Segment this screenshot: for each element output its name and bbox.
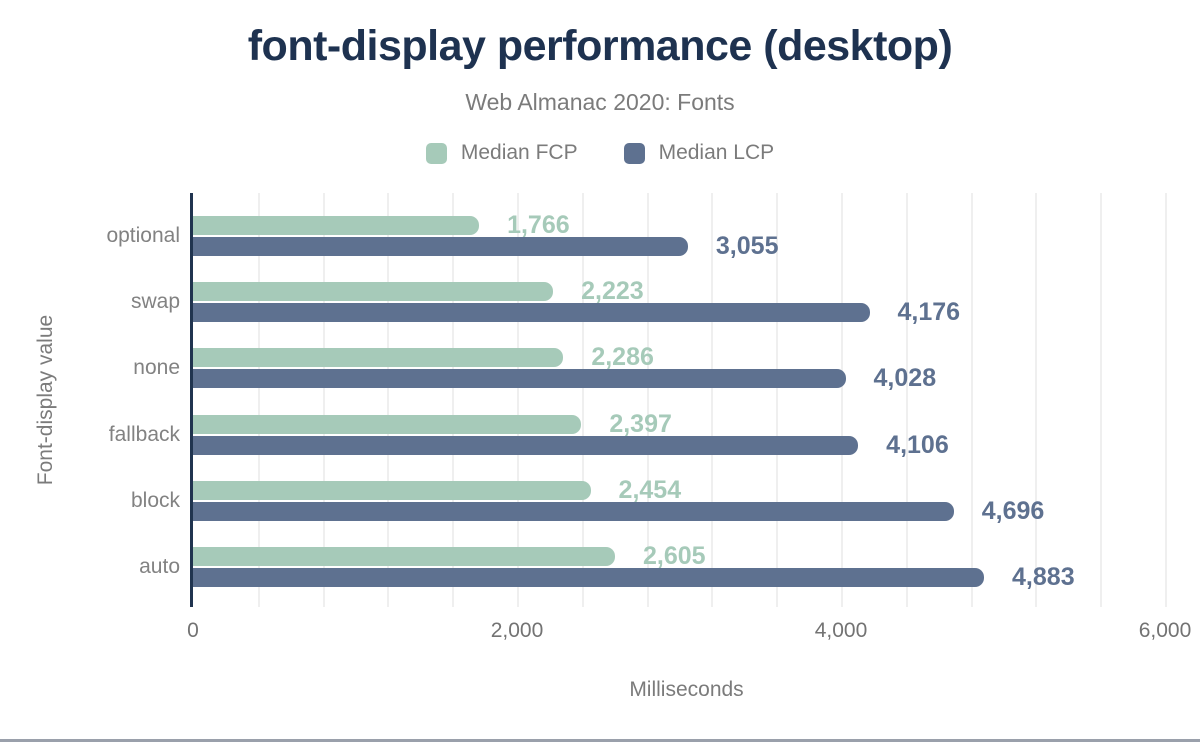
gridline <box>646 193 649 607</box>
x-tick-label: 2,000 <box>490 619 544 642</box>
x-tick-label: 0 <box>187 619 199 642</box>
gridline <box>517 193 519 607</box>
bottom-border-bar <box>0 739 1200 742</box>
lcp-bar-line: 4,106 <box>193 430 1180 459</box>
bar-row: fallback 2,397 4,106 <box>109 402 1180 468</box>
fcp-bar-line: 2,286 <box>193 343 1180 372</box>
y-axis-title: Font-display value <box>34 314 57 486</box>
gridline <box>452 193 455 607</box>
median-lcp-bar <box>193 303 870 323</box>
fcp-bar-line: 2,605 <box>193 541 1180 570</box>
bar-row: swap 2,223 4,176 <box>131 269 1180 335</box>
gridline <box>970 193 973 607</box>
gridline <box>905 193 908 607</box>
fcp-bar-line: 2,397 <box>193 409 1180 438</box>
gridline <box>387 193 390 607</box>
bar-row: none 2,286 4,028 <box>133 335 1180 401</box>
median-lcp-bar <box>193 501 954 521</box>
bar-row: auto 2,605 4,883 <box>139 534 1180 600</box>
median-fcp-bar <box>193 216 480 236</box>
lcp-bar-line: 4,883 <box>193 562 1180 591</box>
fcp-bar-line: 2,454 <box>193 475 1180 504</box>
gridline <box>1165 193 1167 607</box>
chart-header: font-display performance (desktop) Web A… <box>0 0 1200 165</box>
x-axis-ticks: 0 2,000 4,000 6,000 <box>187 619 1191 643</box>
category-label: fallback <box>108 422 180 446</box>
gridline <box>322 193 325 607</box>
median-lcp-bar <box>193 369 846 389</box>
category-label: none <box>133 356 180 380</box>
median-fcp-swatch-icon <box>425 142 447 164</box>
median-fcp-value-label: 2,397 <box>609 409 672 438</box>
median-fcp-value-label: 2,605 <box>643 541 706 570</box>
median-fcp-bar <box>193 414 582 434</box>
chart-subtitle: Web Almanac 2020: Fonts <box>465 89 735 116</box>
category-label: block <box>130 488 180 512</box>
legend-label-median-lcp: Median LCP <box>658 141 775 165</box>
category-label: swap <box>130 290 180 314</box>
gridline <box>1100 193 1103 607</box>
median-fcp-bar <box>193 546 615 566</box>
median-fcp-value-label: 2,223 <box>581 277 644 306</box>
gridline <box>711 193 714 607</box>
lcp-bar-line: 3,055 <box>193 232 1180 261</box>
median-fcp-bar <box>193 348 564 368</box>
median-lcp-value-label: 3,055 <box>715 232 779 261</box>
median-fcp-value-label: 2,454 <box>618 475 682 504</box>
legend-item-median-fcp: Median FCP <box>425 141 578 165</box>
lcp-bar-line: 4,176 <box>193 298 1180 327</box>
x-tick-label: 4,000 <box>814 619 868 642</box>
x-axis-title: Milliseconds <box>629 678 744 701</box>
median-lcp-swatch-icon <box>623 142 645 164</box>
gridlines <box>193 193 1180 607</box>
median-fcp-value-label: 1,766 <box>507 211 570 240</box>
bar-row: optional 1,766 3,055 <box>106 203 1180 269</box>
median-fcp-bar <box>193 480 591 500</box>
gridline <box>776 193 779 607</box>
plot-area: optional 1,766 3,055 swap 2,223 4,176 no… <box>106 193 1191 701</box>
median-lcp-value-label: 4,696 <box>981 496 1045 525</box>
legend: Median FCP Median LCP <box>0 141 1200 165</box>
median-lcp-bar <box>193 567 985 587</box>
median-lcp-value-label: 4,176 <box>897 298 961 327</box>
median-lcp-bar <box>193 237 688 257</box>
lcp-bar-line: 4,696 <box>193 496 1180 525</box>
median-lcp-value-label: 4,028 <box>873 364 937 393</box>
chart-title: font-display performance (desktop) <box>247 22 953 70</box>
median-lcp-value-label: 4,883 <box>1012 562 1075 591</box>
gridline <box>257 193 260 607</box>
gridline <box>841 193 843 607</box>
gridline <box>581 193 584 607</box>
category-label: optional <box>106 224 180 248</box>
bar-rows: optional 1,766 3,055 swap 2,223 4,176 no… <box>106 203 1180 600</box>
lcp-bar-line: 4,028 <box>193 364 1180 393</box>
median-lcp-bar <box>193 435 859 455</box>
category-label: auto <box>139 554 180 578</box>
median-fcp-value-label: 2,286 <box>591 343 654 372</box>
x-tick-label: 6,000 <box>1138 619 1192 642</box>
y-axis-line <box>190 193 193 607</box>
bar-row: block 2,454 4,696 <box>131 468 1180 534</box>
median-lcp-value-label: 4,106 <box>886 430 949 459</box>
legend-item-median-lcp: Median LCP <box>623 141 775 165</box>
median-fcp-bar <box>193 282 554 302</box>
gridline <box>1035 193 1038 607</box>
legend-label-median-fcp: Median FCP <box>460 141 578 165</box>
fcp-bar-line: 1,766 <box>193 211 1180 240</box>
fcp-bar-line: 2,223 <box>193 277 1180 306</box>
